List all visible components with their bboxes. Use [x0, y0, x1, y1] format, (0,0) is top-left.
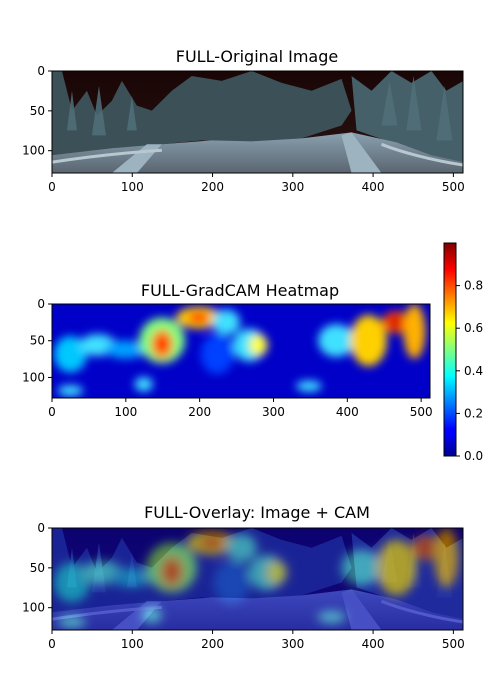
x-tick-label: 300 [262, 405, 285, 419]
colorbar-tick-label: 0.6 [464, 321, 483, 335]
panel-title: FULL-Overlay: Image + CAM [144, 503, 370, 522]
x-tick-label: 0 [48, 637, 56, 651]
x-tick-label: 500 [442, 180, 465, 194]
x-tick-label: 100 [121, 180, 144, 194]
x-tick-label: 400 [362, 637, 385, 651]
colorbar-tick-label: 0.4 [464, 364, 483, 378]
x-tick-label: 0 [48, 405, 56, 419]
axes-ticks: 0 100 200 300 400 500 0 50 100 [22, 297, 433, 419]
panel-title: FULL-GradCAM Heatmap [141, 281, 339, 300]
colorbar-tick-label: 0.2 [464, 406, 483, 420]
x-tick-label: 100 [121, 637, 144, 651]
axes-frame [51, 303, 431, 399]
y-tick-label: 0 [37, 297, 45, 311]
x-tick-label: 500 [410, 405, 433, 419]
axes-frame [51, 527, 464, 631]
axes-ticks: 0 100 200 300 400 500 0 50 100 [22, 521, 465, 651]
x-tick-label: 0 [48, 180, 56, 194]
colorbar-tick-label: 0.0 [464, 449, 483, 463]
x-tick-label: 300 [281, 180, 304, 194]
overlay-image [52, 528, 463, 630]
x-tick-label: 200 [188, 405, 211, 419]
axes-ticks: 0 100 200 300 400 500 0 50 100 [22, 64, 465, 194]
y-tick-label: 50 [30, 104, 45, 118]
y-tick-label: 50 [30, 561, 45, 575]
colorbar-ticks: 0.0 0.2 0.4 0.6 0.8 [456, 279, 483, 463]
y-tick-label: 100 [22, 601, 45, 615]
y-tick-label: 100 [22, 370, 45, 384]
panel-title: FULL-Original Image [176, 47, 338, 66]
y-tick-label: 100 [22, 144, 45, 158]
x-tick-label: 100 [114, 405, 137, 419]
gradcam-heatmap [52, 304, 430, 398]
colorbar-tick-label: 0.8 [464, 279, 483, 293]
x-tick-label: 500 [442, 637, 465, 651]
y-tick-label: 0 [37, 64, 45, 78]
x-tick-label: 400 [336, 405, 359, 419]
y-tick-label: 50 [30, 334, 45, 348]
x-tick-label: 400 [362, 180, 385, 194]
x-tick-label: 200 [201, 637, 224, 651]
axes-frame [51, 70, 464, 174]
colorbar [443, 242, 457, 457]
photo-image [52, 71, 463, 173]
x-tick-label: 200 [201, 180, 224, 194]
x-tick-label: 300 [281, 637, 304, 651]
y-tick-label: 0 [37, 521, 45, 535]
